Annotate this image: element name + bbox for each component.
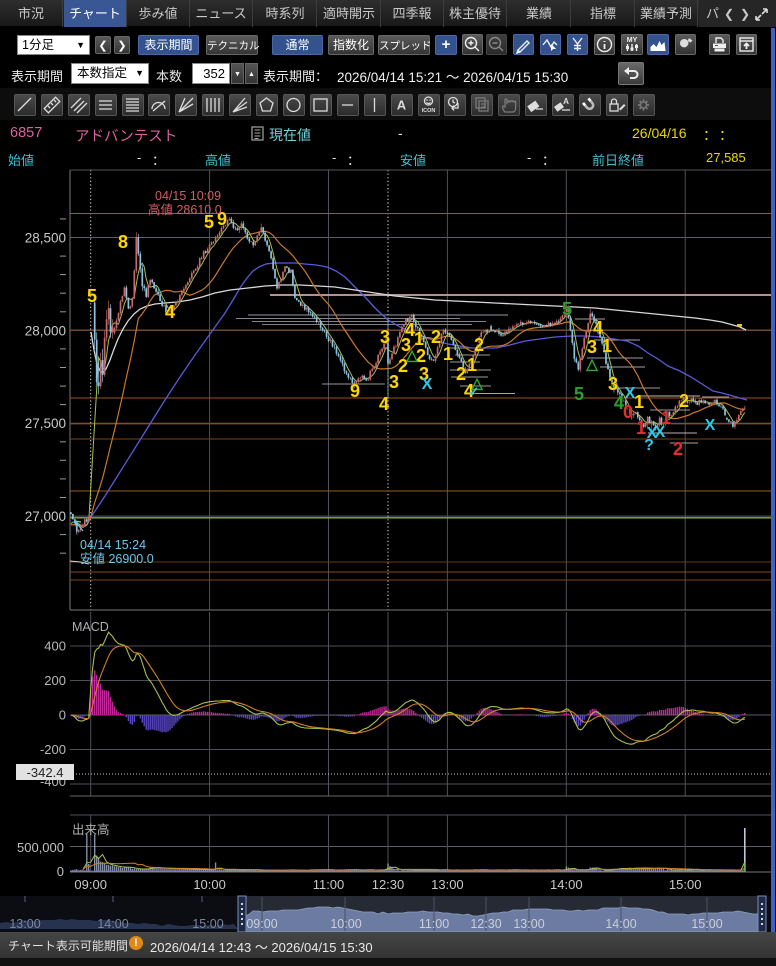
svg-text:4: 4 [464, 381, 474, 401]
svg-text:200: 200 [44, 673, 66, 688]
svg-text:14:00: 14:00 [605, 917, 636, 931]
svg-text:10:00: 10:00 [330, 917, 361, 931]
svg-text:5: 5 [87, 286, 97, 306]
svg-text:15:00: 15:00 [192, 917, 223, 931]
svg-text:28,500: 28,500 [25, 231, 66, 246]
svg-text:安値 26900.0: 安値 26900.0 [80, 551, 154, 566]
svg-text:1: 1 [414, 329, 424, 349]
svg-text:9: 9 [350, 381, 360, 401]
svg-text:3: 3 [587, 337, 597, 357]
svg-text:3: 3 [419, 364, 429, 384]
svg-text:4: 4 [405, 320, 415, 340]
svg-text:1: 1 [602, 336, 612, 356]
svg-text:9: 9 [217, 209, 227, 229]
svg-text:3: 3 [389, 372, 399, 392]
svg-text:高値 28610.0: 高値 28610.0 [148, 202, 222, 217]
svg-text:△: △ [470, 375, 483, 392]
svg-text:09:00: 09:00 [74, 877, 107, 892]
svg-text:14:00: 14:00 [550, 877, 583, 892]
svg-text:0: 0 [623, 402, 633, 422]
svg-text:1: 1 [634, 392, 644, 412]
svg-text:MY: MY [627, 37, 638, 44]
svg-text:✓: ✓ [469, 384, 480, 399]
svg-text:12:30: 12:30 [470, 917, 501, 931]
svg-text:3: 3 [608, 374, 618, 394]
svg-text:09:00: 09:00 [246, 917, 277, 931]
svg-text:MACD: MACD [72, 620, 109, 634]
svg-text:△: △ [405, 347, 418, 364]
svg-text:-200: -200 [40, 742, 66, 757]
svg-text:4: 4 [593, 318, 603, 338]
svg-text:13:00: 13:00 [513, 917, 544, 931]
svg-text:3: 3 [401, 335, 411, 355]
svg-text:5: 5 [204, 212, 214, 232]
svg-text:15:00: 15:00 [691, 917, 722, 931]
svg-text:400: 400 [44, 639, 66, 654]
svg-text:2: 2 [431, 327, 441, 347]
svg-text:1: 1 [661, 408, 671, 428]
svg-text:2: 2 [474, 335, 484, 355]
svg-text:2: 2 [673, 439, 683, 459]
svg-text:13:00: 13:00 [431, 877, 464, 892]
svg-text:1: 1 [443, 344, 453, 364]
svg-text:X: X [422, 376, 433, 393]
svg-text:A: A [397, 98, 407, 113]
svg-text:2: 2 [398, 356, 408, 376]
svg-text:X: X [647, 425, 658, 442]
svg-text:?: ? [644, 437, 654, 454]
svg-text:10:00: 10:00 [193, 877, 226, 892]
svg-text:13:00: 13:00 [9, 917, 40, 931]
svg-text:0: 0 [59, 708, 66, 723]
svg-text:04/14 15:24: 04/14 15:24 [80, 538, 146, 552]
svg-text:X: X [655, 424, 666, 441]
svg-text:5: 5 [562, 299, 572, 319]
svg-text:11:00: 11:00 [313, 877, 345, 892]
svg-text:14:00: 14:00 [97, 917, 128, 931]
svg-text:0: 0 [57, 864, 64, 879]
svg-text:2: 2 [416, 346, 426, 366]
svg-text:28,000: 28,000 [25, 323, 66, 338]
svg-text:4: 4 [614, 393, 624, 413]
svg-text:A: A [563, 97, 569, 106]
svg-text:500,000: 500,000 [17, 840, 64, 855]
svg-text:4: 4 [165, 302, 175, 322]
svg-text:X: X [705, 417, 716, 434]
svg-text:△: △ [585, 356, 598, 373]
svg-text:2: 2 [456, 364, 466, 384]
svg-text:ICON: ICON [422, 108, 436, 114]
svg-text:04/15 10:09: 04/15 10:09 [155, 189, 221, 203]
svg-text:27,000: 27,000 [25, 509, 66, 524]
svg-text:4: 4 [379, 394, 389, 414]
svg-text:X: X [625, 385, 636, 402]
svg-text:3: 3 [380, 327, 390, 347]
svg-text:12:30: 12:30 [372, 877, 405, 892]
svg-text:15:00: 15:00 [669, 877, 702, 892]
svg-text:1: 1 [467, 355, 477, 375]
svg-text:2: 2 [679, 391, 689, 411]
svg-text:出来高: 出来高 [72, 822, 110, 837]
svg-text:5: 5 [574, 384, 584, 404]
svg-text:8: 8 [118, 232, 128, 252]
svg-text:27,500: 27,500 [25, 416, 66, 431]
svg-text:1: 1 [636, 418, 646, 438]
svg-text:11:00: 11:00 [419, 917, 449, 931]
svg-text:-342.4: -342.4 [27, 765, 64, 780]
